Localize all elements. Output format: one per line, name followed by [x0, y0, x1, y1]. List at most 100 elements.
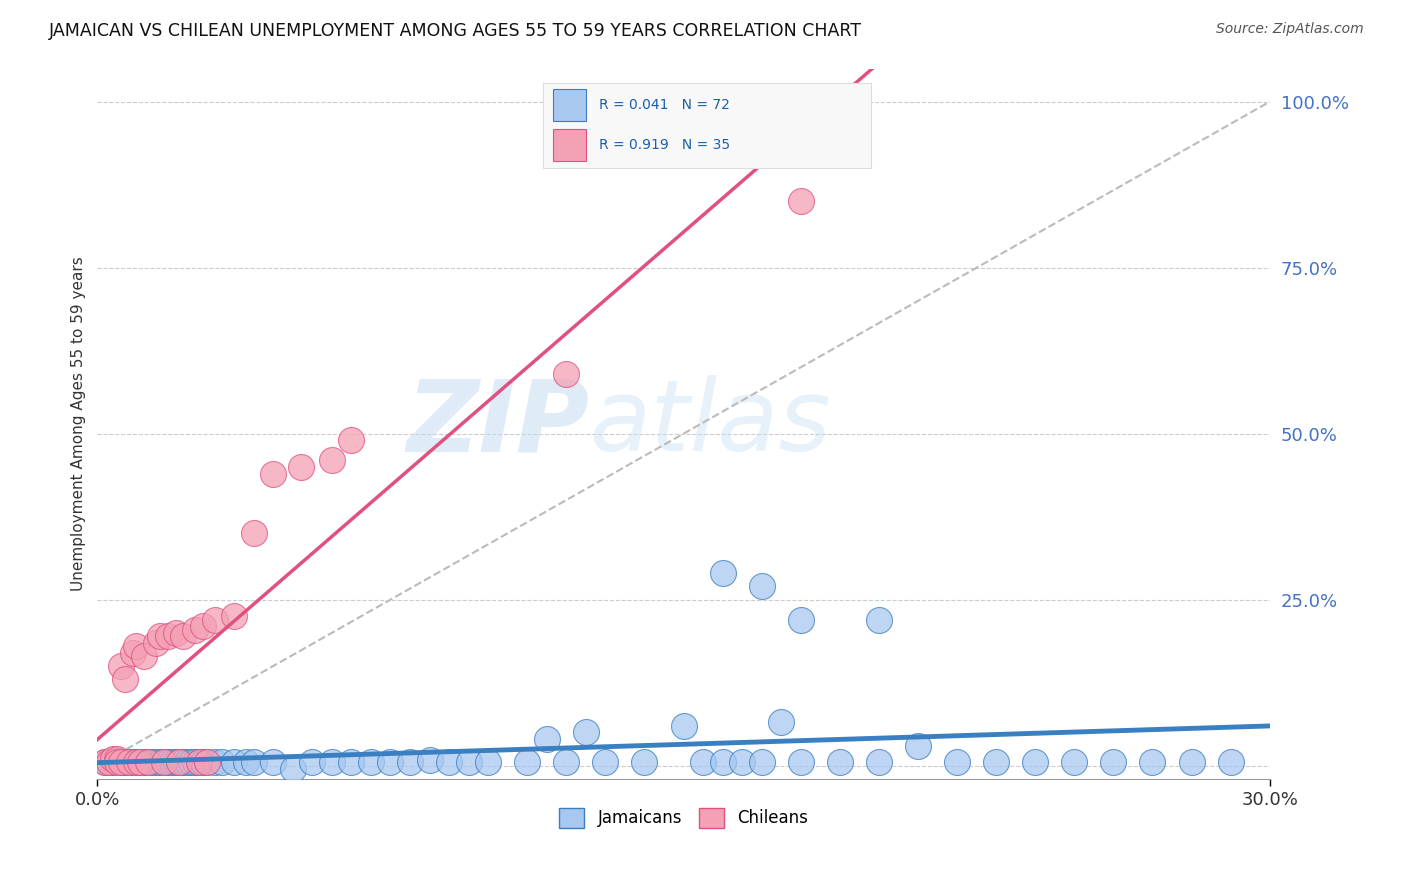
Point	[188, 756, 211, 770]
Point	[595, 756, 617, 770]
Point	[165, 625, 187, 640]
Point	[125, 639, 148, 653]
Point	[172, 629, 194, 643]
Point	[121, 756, 143, 770]
Point	[152, 756, 174, 770]
Point	[321, 756, 343, 770]
Point	[828, 756, 851, 770]
Point	[711, 566, 734, 580]
Point	[242, 756, 264, 770]
Point	[152, 756, 174, 770]
Point	[242, 526, 264, 541]
Point	[105, 756, 128, 770]
Point	[1219, 756, 1241, 770]
Point	[731, 756, 754, 770]
Point	[711, 756, 734, 770]
Point	[399, 756, 422, 770]
Point	[117, 756, 139, 770]
Point	[301, 756, 323, 770]
Point	[672, 719, 695, 733]
Point	[360, 756, 382, 770]
Point	[191, 756, 214, 770]
Point	[555, 756, 578, 770]
Point	[149, 756, 172, 770]
Text: Source: ZipAtlas.com: Source: ZipAtlas.com	[1216, 22, 1364, 37]
Y-axis label: Unemployment Among Ages 55 to 59 years: Unemployment Among Ages 55 to 59 years	[72, 256, 86, 591]
Point	[117, 756, 139, 770]
Point	[98, 756, 121, 770]
Point	[101, 756, 124, 770]
Point	[129, 756, 152, 770]
Point	[191, 619, 214, 633]
Point	[868, 756, 890, 770]
Point	[790, 194, 813, 209]
Point	[180, 756, 202, 770]
Point	[184, 756, 207, 770]
Point	[770, 715, 793, 730]
Point	[141, 756, 163, 770]
Point	[121, 646, 143, 660]
Text: JAMAICAN VS CHILEAN UNEMPLOYMENT AMONG AGES 55 TO 59 YEARS CORRELATION CHART: JAMAICAN VS CHILEAN UNEMPLOYMENT AMONG A…	[49, 22, 862, 40]
Point	[516, 756, 538, 770]
Point	[575, 725, 598, 739]
Point	[692, 756, 714, 770]
Point	[281, 762, 304, 776]
Point	[290, 459, 312, 474]
Point	[536, 732, 558, 747]
Point	[101, 752, 124, 766]
Point	[195, 756, 218, 770]
Point	[1102, 756, 1125, 770]
Point	[235, 756, 257, 770]
Point	[437, 756, 460, 770]
Point	[134, 649, 156, 664]
Point	[169, 756, 191, 770]
Point	[868, 613, 890, 627]
Point	[110, 756, 132, 770]
Point	[110, 756, 132, 770]
Point	[262, 467, 284, 481]
Point	[114, 756, 136, 770]
Point	[211, 756, 233, 770]
Point	[156, 629, 179, 643]
Point	[98, 756, 121, 770]
Point	[633, 756, 655, 770]
Point	[149, 629, 172, 643]
Point	[751, 756, 773, 770]
Text: atlas: atlas	[589, 376, 831, 472]
Point	[477, 756, 499, 770]
Point	[340, 756, 363, 770]
Point	[156, 756, 179, 770]
Point	[418, 753, 440, 767]
Point	[751, 579, 773, 593]
Point	[188, 756, 211, 770]
Point	[94, 756, 117, 770]
Point	[176, 756, 198, 770]
Point	[340, 434, 363, 448]
Point	[1063, 756, 1085, 770]
Point	[129, 756, 152, 770]
Point	[321, 453, 343, 467]
Point	[224, 756, 246, 770]
Point	[204, 613, 226, 627]
Point	[105, 752, 128, 766]
Point	[114, 673, 136, 687]
Point	[160, 756, 183, 770]
Point	[1142, 756, 1164, 770]
Point	[110, 659, 132, 673]
Point	[184, 623, 207, 637]
Point	[94, 756, 117, 770]
Point	[1180, 756, 1202, 770]
Point	[195, 756, 218, 770]
Point	[380, 756, 402, 770]
Legend: Jamaicans, Chileans: Jamaicans, Chileans	[553, 801, 814, 835]
Point	[145, 756, 167, 770]
Point	[907, 739, 929, 753]
Point	[165, 756, 187, 770]
Point	[172, 756, 194, 770]
Point	[946, 756, 969, 770]
Point	[136, 756, 159, 770]
Point	[262, 756, 284, 770]
Point	[134, 756, 156, 770]
Point	[136, 756, 159, 770]
Point	[204, 756, 226, 770]
